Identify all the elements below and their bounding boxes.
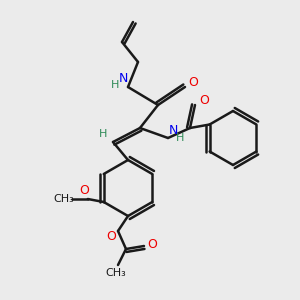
Text: O: O: [106, 230, 116, 242]
Text: CH₃: CH₃: [53, 194, 74, 204]
Text: O: O: [79, 184, 89, 197]
Text: N: N: [168, 124, 178, 137]
Text: O: O: [147, 238, 157, 250]
Text: N: N: [118, 73, 128, 85]
Text: O: O: [188, 76, 198, 88]
Text: H: H: [99, 129, 107, 139]
Text: H: H: [111, 80, 119, 90]
Text: CH₃: CH₃: [106, 268, 126, 278]
Text: H: H: [176, 133, 184, 143]
Text: O: O: [199, 94, 209, 106]
